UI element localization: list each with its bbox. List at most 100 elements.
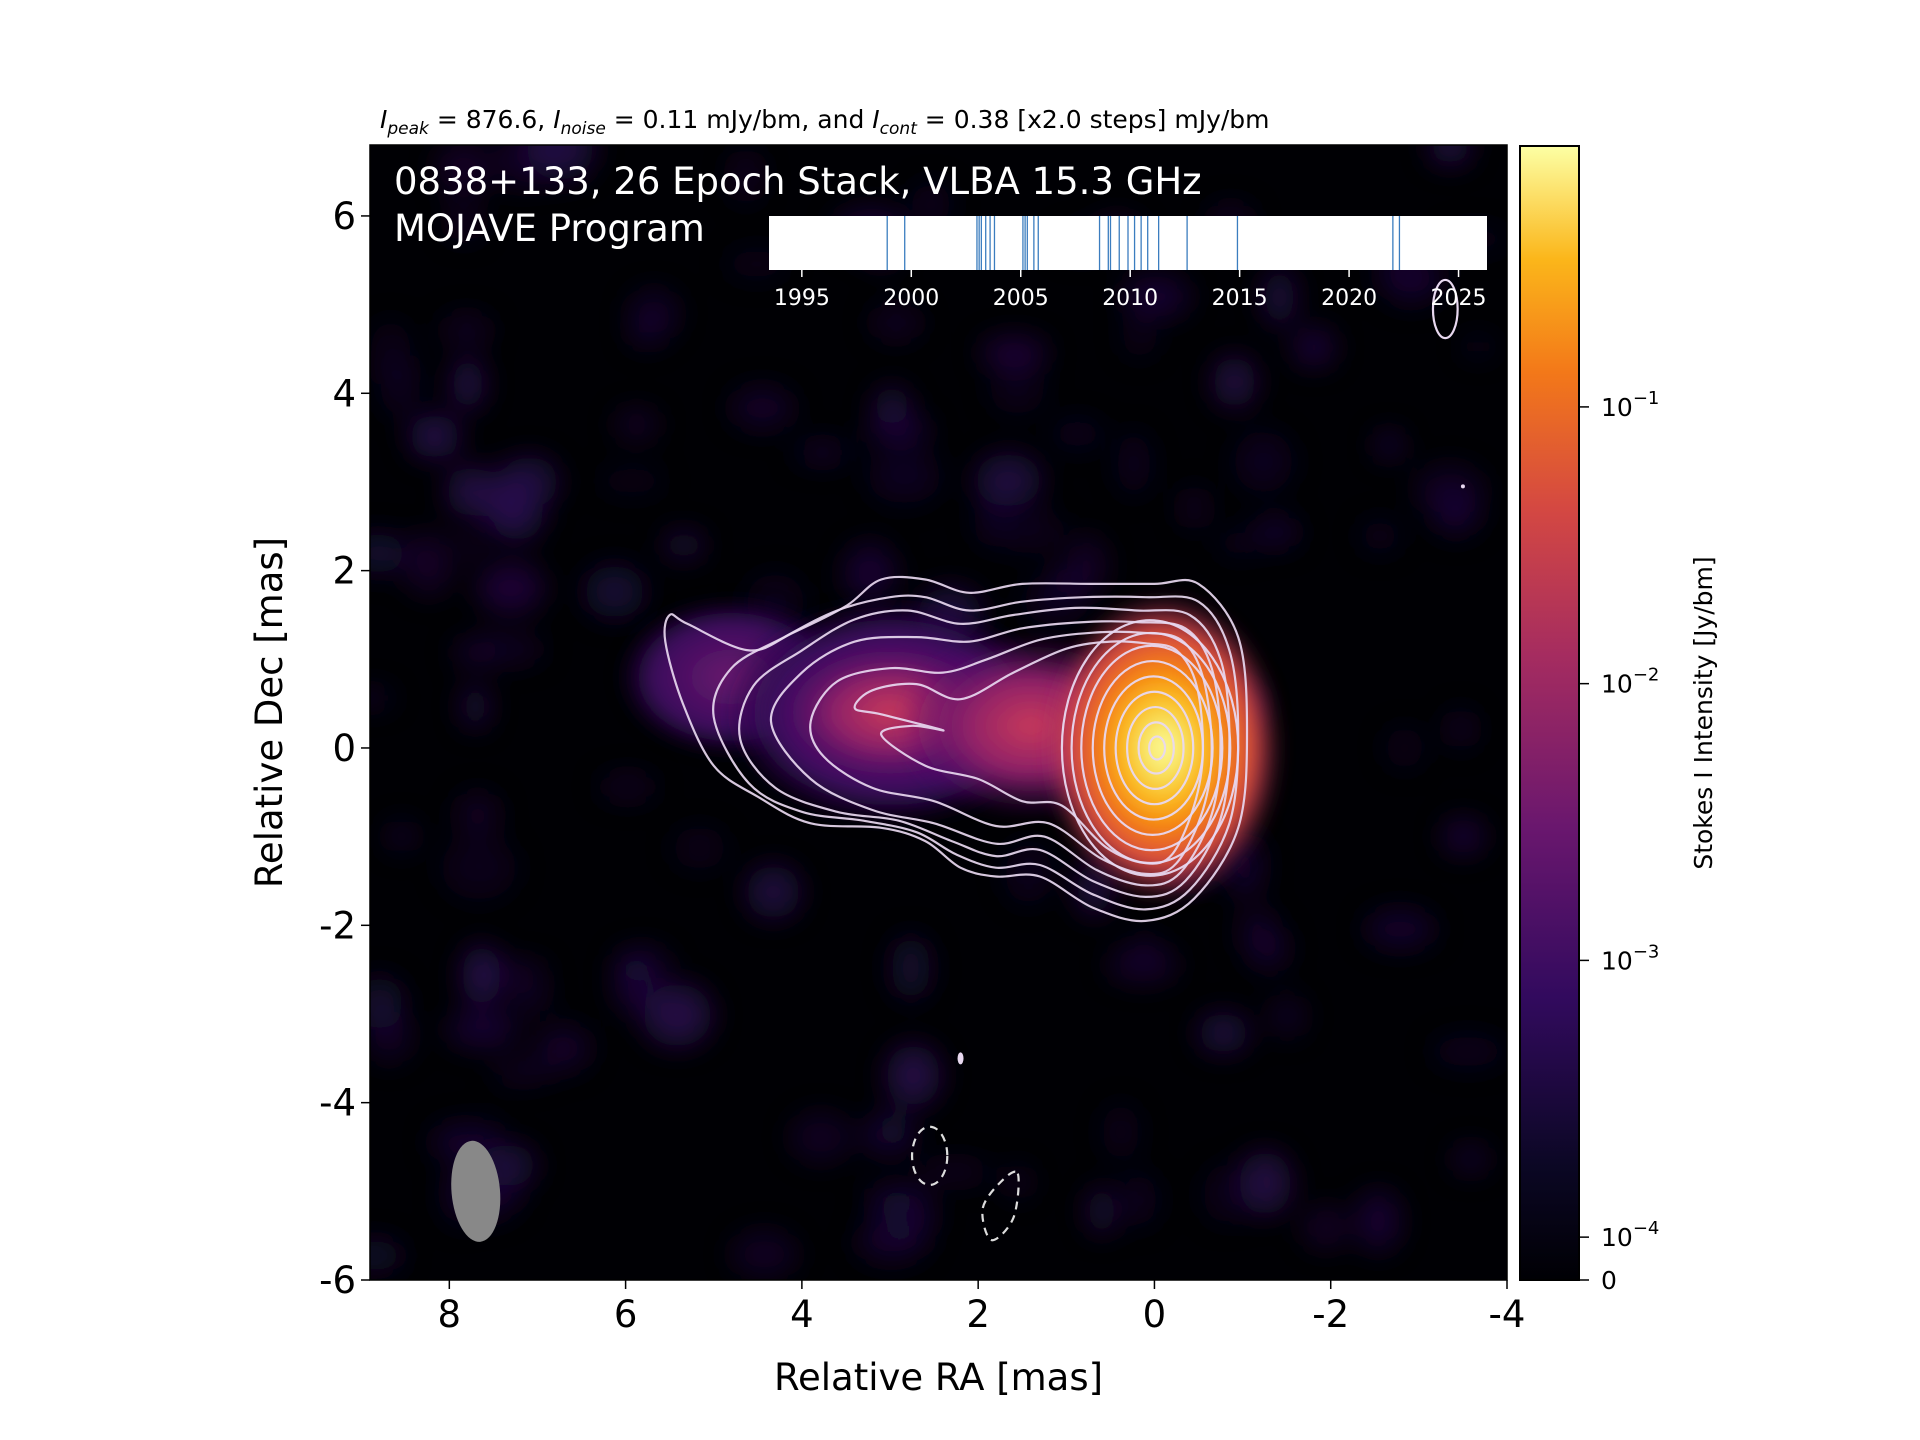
noise-blob <box>1448 710 1474 748</box>
epoch-timeline-ticks: 1995 2000 2005 2010 2015 2020 2025 <box>774 270 1487 311</box>
noise-blob <box>878 1106 909 1149</box>
colorbar-tick-label: 0 <box>1601 1266 1617 1295</box>
isolated-contour-dot <box>1460 484 1465 489</box>
noise-blob <box>447 205 482 240</box>
timeline-tick-label: 2005 <box>993 286 1049 311</box>
noise-blob <box>746 865 801 919</box>
isolated-contour-spot <box>957 1052 964 1065</box>
noise-blob <box>1376 431 1402 459</box>
noise-blob <box>584 565 645 618</box>
x-tick-label: 0 <box>1143 1293 1167 1336</box>
isolated-contour <box>1431 278 1459 340</box>
noise-blob <box>1121 275 1191 318</box>
noise-blob <box>1264 268 1295 326</box>
noise-blob <box>731 387 794 429</box>
contour-layer <box>663 278 1465 1065</box>
noise-blob <box>916 1161 991 1183</box>
y-tick-label: 6 <box>332 195 356 238</box>
noise-blob <box>492 1061 552 1082</box>
timeline-tick-label: 2020 <box>1321 286 1377 311</box>
noise-blob <box>477 561 545 615</box>
noise-blob <box>462 684 489 729</box>
noise-blob <box>912 183 951 225</box>
colorbar-gradient <box>1519 145 1580 1281</box>
noise-blob <box>1452 1145 1489 1173</box>
x-tick-label: 8 <box>438 1293 462 1336</box>
core-contour-4 <box>1091 659 1214 836</box>
noise-blob <box>1269 994 1306 1038</box>
noise-blob <box>663 531 705 559</box>
y-axis-label: Relative Dec [mas] <box>248 537 291 888</box>
core-contour-7 <box>1126 705 1185 790</box>
noise-blob <box>490 145 554 189</box>
noise-blob <box>1213 356 1256 408</box>
colorbar-label: Stokes I Intensity [Jy/bm] <box>1689 556 1718 869</box>
x-tick-label: -2 <box>1312 1293 1349 1336</box>
noise-blob <box>1203 1165 1251 1224</box>
noise-blob <box>1122 1173 1157 1227</box>
core-contour-3 <box>1080 644 1224 852</box>
noise-blob <box>409 414 460 459</box>
noise-blob <box>1117 432 1151 496</box>
y-tick-label: -6 <box>319 1259 356 1302</box>
x-axis: 8 6 4 2 0 -2 -4 <box>438 1280 1525 1336</box>
colorbar-tick-label: 10−3 <box>1601 941 1659 975</box>
noise-blob <box>599 468 665 495</box>
noise-blob <box>457 792 499 836</box>
timeline-tick-label: 2010 <box>1102 286 1158 311</box>
noise-blob <box>1361 520 1399 552</box>
noise-blob <box>1254 516 1299 548</box>
chart-title: Ipeak = 876.6, Inoise = 0.11 mJy/bm, and… <box>380 105 1270 139</box>
noise-blob <box>536 1025 591 1072</box>
x-tick-label: 2 <box>966 1293 990 1336</box>
noise-blob <box>871 305 921 340</box>
noise-blob <box>994 508 1064 554</box>
noise-blob <box>447 466 494 517</box>
noise-blob <box>1239 905 1275 958</box>
y-axis: -6 -4 -2 0 2 4 6 <box>319 195 370 1302</box>
noise-blob <box>790 1111 852 1163</box>
noise-blob <box>1087 1187 1116 1235</box>
noise-blob <box>1429 145 1471 165</box>
negative-contour-1 <box>910 1125 949 1187</box>
noise-blob <box>404 532 453 596</box>
contour-level-1 <box>663 575 1249 923</box>
noise-blob <box>1005 843 1052 904</box>
noise-blob <box>507 987 550 1009</box>
map-frame <box>369 144 1508 1281</box>
noise-blob <box>843 543 896 604</box>
contour-level-4 <box>769 620 1222 887</box>
epoch-timeline: 1995 2000 2005 2010 2015 2020 2025 <box>769 216 1487 311</box>
noise-blob <box>370 1011 413 1063</box>
core-contour-5 <box>1103 675 1205 821</box>
x-axis-label: Relative RA [mas] <box>774 1356 1103 1399</box>
noise-blob <box>1122 314 1157 358</box>
contour-level-6 <box>853 640 1205 865</box>
core-contour-6 <box>1114 690 1195 806</box>
noise-blob <box>1414 464 1485 515</box>
noise-blob <box>1067 534 1107 597</box>
noise-blob <box>370 1240 403 1271</box>
negative-contour-2 <box>981 1170 1020 1242</box>
noise-blob <box>599 774 656 800</box>
y-tick-label: 0 <box>332 727 356 770</box>
noise-blob <box>673 827 726 869</box>
colorbar: 0 10−4 10−3 10−2 10−1 Stokes I Intensity [Jy… <box>1519 145 1718 1295</box>
noise-blob <box>873 386 910 426</box>
noise-blob <box>863 1186 922 1211</box>
noise-blob <box>381 355 420 418</box>
beam-ellipse <box>451 1140 501 1242</box>
noise-blob <box>457 532 486 559</box>
noise-blob <box>452 640 496 665</box>
core-contour-9 <box>1148 735 1167 761</box>
noise-blob <box>732 149 760 203</box>
noise-blob <box>867 449 942 504</box>
noise-blob <box>370 533 406 574</box>
epoch-lines <box>886 216 1401 270</box>
y-tick-label: 2 <box>332 550 356 593</box>
noise-blob <box>615 408 659 441</box>
core-contour-2 <box>1070 631 1232 865</box>
noise-blob <box>990 364 1045 415</box>
noise-blob <box>614 946 672 984</box>
